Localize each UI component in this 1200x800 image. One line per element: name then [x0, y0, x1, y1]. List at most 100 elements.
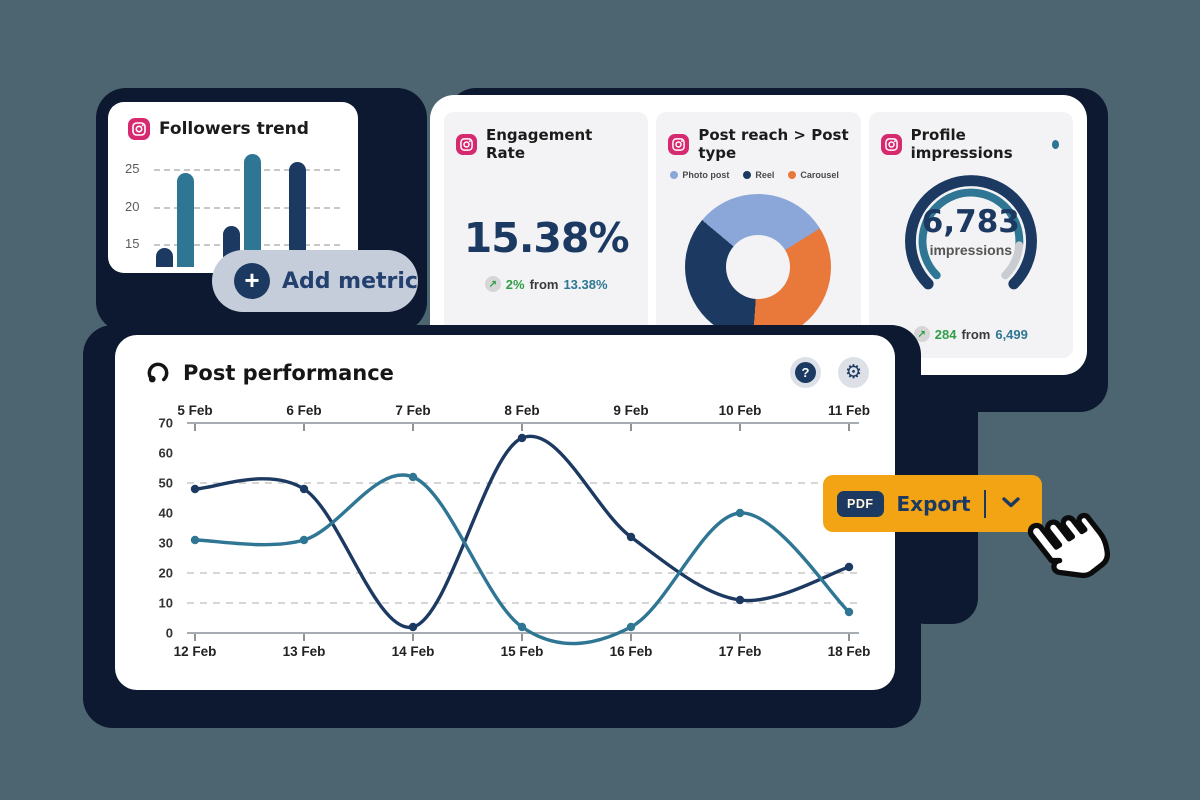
instagram-icon — [456, 133, 477, 155]
export-button[interactable]: PDF Export — [823, 475, 1042, 532]
legend-item-carousel: Carousel — [788, 170, 839, 180]
teal-series-point — [408, 472, 418, 482]
legend-item-photo-post: Photo post — [670, 170, 729, 180]
teal-series-point — [190, 535, 200, 545]
y-axis-label: 0 — [166, 626, 173, 641]
impressions-delta-value: 284 — [934, 326, 957, 342]
x-axis-top-label: 7 Feb — [395, 403, 430, 418]
engagement-rate-title: Engagement Rate — [486, 126, 593, 162]
followers-ytick-label: 20 — [125, 199, 140, 214]
instagram-icon — [668, 133, 690, 155]
x-axis-bottom-label: 16 Feb — [610, 644, 653, 659]
engagement-delta-from: from — [529, 276, 559, 292]
x-axis-top-label: 10 Feb — [719, 403, 762, 418]
dark-navy-series-point — [299, 484, 309, 494]
followers-trend-card: Followers trend 25 20 15 — [108, 102, 358, 273]
y-axis-label: 30 — [159, 536, 173, 551]
teal-dot-icon — [1051, 139, 1059, 149]
x-axis-top-label: 8 Feb — [504, 403, 539, 418]
instagram-icon — [880, 133, 902, 155]
teal-series-point — [735, 508, 745, 518]
x-axis-bottom-label: 12 Feb — [174, 644, 217, 659]
profile-impressions-title: Profile impressions — [910, 126, 1013, 162]
gauge-arcs — [904, 175, 1037, 290]
dark-navy-series-line — [193, 434, 851, 629]
settings-button[interactable]: ⚙ — [838, 357, 869, 388]
profile-impressions-panel: Profile impressions 6,783 impressions ↗ … — [868, 112, 1073, 358]
engagement-delta-row: ↗ 2% from 13.38% — [456, 276, 636, 292]
x-axis-bottom-label: 18 Feb — [828, 644, 871, 659]
post-performance-title: Post performance — [183, 360, 394, 385]
followers-ytick-label: 15 — [125, 236, 140, 251]
y-axis-label: 50 — [159, 476, 173, 491]
reel-dot-icon — [743, 171, 752, 179]
post-type-donut-chart — [685, 194, 832, 340]
speedometer-icon — [145, 360, 171, 386]
teal-series-point — [626, 622, 636, 632]
engagement-rate-panel: Engagement Rate 15.38% ↗ 2% from 13.38% — [444, 112, 649, 358]
dark-navy-series-point — [408, 622, 418, 632]
donut-hole — [726, 235, 791, 299]
add-metric-label: Add metric — [282, 268, 418, 294]
post-performance-card: Post performance ? ⚙ 5 Feb 12 Feb 6 Feb 13 … — [115, 335, 895, 690]
help-button[interactable]: ? — [790, 357, 821, 388]
instagram-icon — [128, 118, 150, 140]
photo-post-dot-icon — [670, 171, 679, 179]
legend-item-reel: Reel — [743, 170, 774, 180]
impressions-previous-value: 6,499 — [995, 326, 1028, 342]
y-axis-label: 40 — [159, 506, 173, 521]
impressions-delta-row: ↗ 284 from 6,499 — [869, 326, 1073, 342]
followers-bar — [289, 162, 306, 267]
impressions-value: 6,783 — [921, 204, 1020, 240]
engagement-delta-value: 2% — [505, 276, 525, 292]
pdf-badge: PDF — [837, 490, 884, 517]
chevron-down-icon[interactable] — [1002, 496, 1020, 511]
dark-navy-series-point — [517, 433, 527, 443]
x-axis-top-label: 11 Feb — [828, 403, 870, 418]
legend-label: Carousel — [800, 170, 839, 180]
dark-navy-series-point — [735, 595, 745, 605]
gear-icon: ⚙ — [844, 361, 863, 383]
impressions-unit: impressions — [929, 242, 1013, 258]
followers-trend-title: Followers trend — [159, 119, 309, 139]
dark-navy-series-point — [844, 562, 854, 572]
dark-navy-series-point — [190, 484, 200, 494]
engagement-previous-value: 13.38% — [563, 276, 608, 292]
y-axis-label: 20 — [159, 566, 173, 581]
teal-series-point — [299, 535, 309, 545]
x-axis-bottom-label: 15 Feb — [501, 644, 544, 659]
teal-series-line — [193, 473, 851, 646]
x-axis-bottom-label: 17 Feb — [719, 644, 762, 659]
legend-label: Reel — [755, 170, 775, 180]
teal-series-point — [517, 622, 527, 632]
impressions-delta-from: from — [961, 326, 991, 342]
up-arrow-icon: ↗ — [913, 326, 930, 342]
followers-bar — [244, 154, 261, 267]
export-label: Export — [896, 491, 971, 516]
question-mark-icon: ? — [795, 362, 816, 383]
carousel-dot-icon — [788, 171, 797, 179]
engagement-rate-value: 15.38% — [463, 214, 630, 262]
x-axis-bottom-label: 14 Feb — [392, 644, 435, 659]
dark-navy-series-point — [626, 532, 636, 542]
donut-legend: Photo post Reel Carousel — [670, 170, 848, 180]
x-axis-top-label: 6 Feb — [286, 403, 321, 418]
x-axis-bottom-label: 13 Feb — [283, 644, 326, 659]
post-reach-panel: Post reach > Post type Photo post Reel C… — [656, 112, 861, 358]
add-metric-button[interactable]: + Add metric — [212, 250, 418, 312]
plus-icon: + — [234, 263, 270, 299]
export-divider — [983, 489, 986, 518]
post-reach-title: Post reach > Post type — [698, 126, 849, 162]
x-axis-top-label: 5 Feb — [177, 403, 212, 418]
legend-label: Photo post — [682, 170, 730, 180]
y-axis-label: 60 — [159, 446, 173, 461]
y-axis-label: 10 — [159, 596, 173, 611]
y-axis-label: 70 — [159, 416, 173, 431]
followers-bar — [177, 173, 194, 267]
followers-ytick-label: 25 — [125, 161, 140, 176]
up-arrow-icon: ↗ — [484, 276, 501, 292]
post-performance-line-chart: 5 Feb 12 Feb 6 Feb 13 Feb 7 Feb 14 Feb 8 Feb 15… — [159, 403, 871, 659]
impressions-gauge-chart: 6,783 impressions — [896, 166, 1046, 304]
teal-series-point — [844, 607, 854, 617]
followers-bar — [156, 248, 173, 267]
